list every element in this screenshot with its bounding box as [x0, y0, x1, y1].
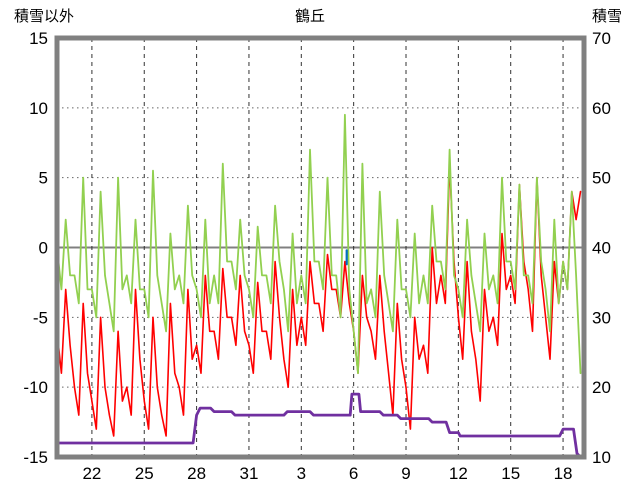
gridlines: [57, 38, 584, 457]
left-y-tick-label: 10: [29, 99, 48, 118]
x-tick-label: 9: [401, 464, 410, 483]
left-y-tick-label: -10: [23, 378, 48, 397]
left-axis-title: 積雪以外: [14, 8, 74, 25]
x-tick-label: 3: [297, 464, 306, 483]
purple-snow-depth-line: [55, 392, 582, 459]
right-y-tick-label: 40: [592, 239, 611, 258]
series-lines: [55, 113, 582, 459]
left-y-tick-label: -5: [33, 308, 48, 327]
left-y-tick-label: 15: [29, 29, 48, 48]
chart-title: 鶴丘: [295, 8, 325, 25]
plot-frame: [54, 35, 587, 460]
right-y-tick-label: 30: [592, 308, 611, 327]
x-tick-label: 25: [135, 464, 154, 483]
x-tick-label: 12: [449, 464, 468, 483]
left-y-tick-label: 5: [39, 169, 48, 188]
axis-tick-labels: 15 70 10 60 5 50 0 40 -5 30 -10 20 -15 10 22 25 28 31 3 6 9 1…: [23, 29, 611, 483]
x-tick-label: 15: [501, 464, 520, 483]
right-axis-title: 積雪: [592, 8, 622, 25]
right-y-tick-label: 10: [592, 448, 611, 467]
left-y-tick-label: 0: [39, 239, 48, 258]
right-y-tick-label: 60: [592, 99, 611, 118]
green-temperature-line: [56, 113, 582, 375]
red-temperature-line: [56, 162, 582, 437]
right-y-tick-label: 20: [592, 378, 611, 397]
x-tick-label: 6: [349, 464, 358, 483]
right-y-tick-label: 70: [592, 29, 611, 48]
left-y-tick-label: -15: [23, 448, 48, 467]
x-tick-label: 22: [82, 464, 101, 483]
x-tick-label: 31: [239, 464, 258, 483]
x-tick-label: 18: [554, 464, 573, 483]
right-y-tick-label: 50: [592, 169, 611, 188]
x-tick-label: 28: [187, 464, 206, 483]
